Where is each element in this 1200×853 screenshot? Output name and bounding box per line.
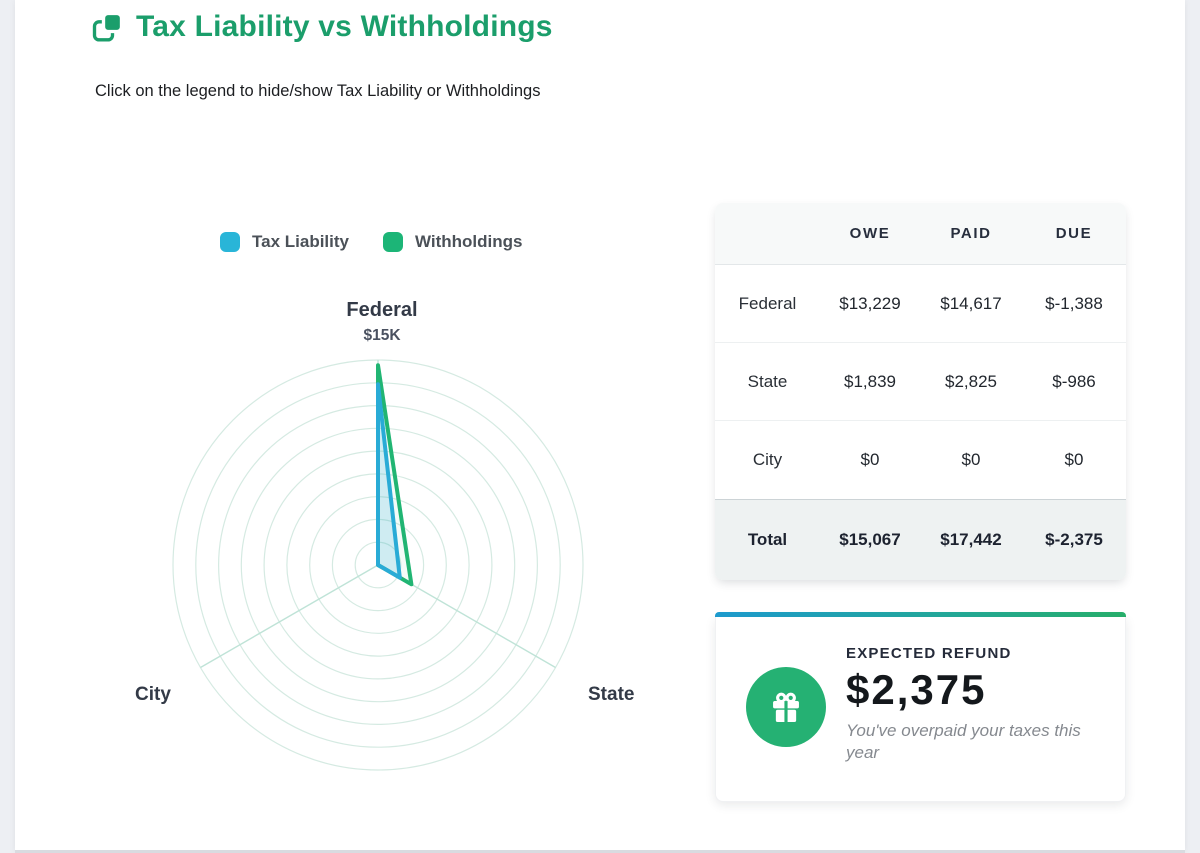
cell-state-owe: $1,839 — [844, 371, 896, 391]
summary-table: OWE PAID DUE Federal $13,229 $14,617 $-1… — [715, 203, 1126, 580]
cell-city-owe: $0 — [860, 450, 880, 469]
radar-chart — [172, 359, 584, 771]
legend-label-withholdings: Withholdings — [415, 232, 523, 251]
refund-amount: $2,375 — [846, 666, 987, 713]
cell-state-due: $-986 — [1052, 371, 1096, 391]
legend-item-withholdings[interactable]: Withholdings — [383, 232, 523, 252]
cell-federal-owe: $13,229 — [839, 293, 901, 313]
refund-label: EXPECTED REFUND — [846, 645, 1012, 662]
legend-swatch-tax-liability — [220, 232, 240, 252]
row-label-city: City — [752, 450, 783, 469]
row-label-federal: Federal — [738, 293, 797, 313]
row-label-total: Total — [747, 530, 788, 549]
gift-circle — [746, 667, 826, 747]
row-label-state: State — [747, 371, 788, 391]
refund-card: EXPECTED REFUND $2,375 You've overpaid y… — [715, 612, 1126, 802]
table-row-federal: Federal $13,229 $14,617 $-1,388 — [715, 265, 1126, 343]
legend-label-tax-liability: Tax Liability — [252, 232, 349, 251]
col-header-due: DUE — [1055, 225, 1093, 242]
legend-swatch-withholdings — [383, 232, 403, 252]
axis-label-state: State — [588, 684, 635, 705]
gift-icon — [765, 686, 807, 728]
cell-total-paid: $17,442 — [940, 530, 1002, 549]
refund-note: You've overpaid your taxes this year — [846, 721, 1081, 763]
content-card: Tax Liability vs Withholdings Click on t… — [15, 0, 1185, 853]
page-subtitle: Click on the legend to hide/show Tax Lia… — [95, 82, 541, 100]
cell-city-paid: $0 — [961, 450, 981, 469]
refund-accent-bar — [715, 612, 1126, 617]
cell-city-due: $0 — [1064, 450, 1084, 469]
copy-icon — [90, 8, 126, 46]
cell-federal-paid: $14,617 — [940, 293, 1002, 313]
cell-federal-due: $-1,388 — [1045, 293, 1103, 313]
col-header-paid: PAID — [950, 225, 992, 242]
refund-card-body: EXPECTED REFUND $2,375 You've overpaid y… — [715, 617, 1126, 802]
page-header: Tax Liability vs Withholdings — [90, 8, 553, 46]
axis-max-label: $15K — [363, 327, 401, 344]
table-row-city: City $0 $0 $0 — [715, 421, 1126, 499]
legend-item-tax-liability[interactable]: Tax Liability — [220, 232, 349, 252]
chart-legend: Tax Liability Withholdings — [220, 232, 523, 252]
axis-label-federal: Federal — [346, 299, 418, 321]
page-title: Tax Liability vs Withholdings — [136, 10, 553, 43]
col-header-owe: OWE — [849, 225, 891, 242]
table-header-row: OWE PAID DUE — [715, 203, 1126, 265]
cell-total-due: $-2,375 — [1045, 530, 1103, 549]
refund-text-block: EXPECTED REFUND $2,375 You've overpaid y… — [846, 645, 1096, 764]
cell-total-owe: $15,067 — [839, 530, 901, 549]
table-row-state: State $1,839 $2,825 $-986 — [715, 343, 1126, 421]
axis-label-city: City — [135, 684, 171, 705]
cell-state-paid: $2,825 — [945, 371, 997, 391]
table-total-row: Total $15,067 $17,442 $-2,375 — [715, 499, 1126, 580]
